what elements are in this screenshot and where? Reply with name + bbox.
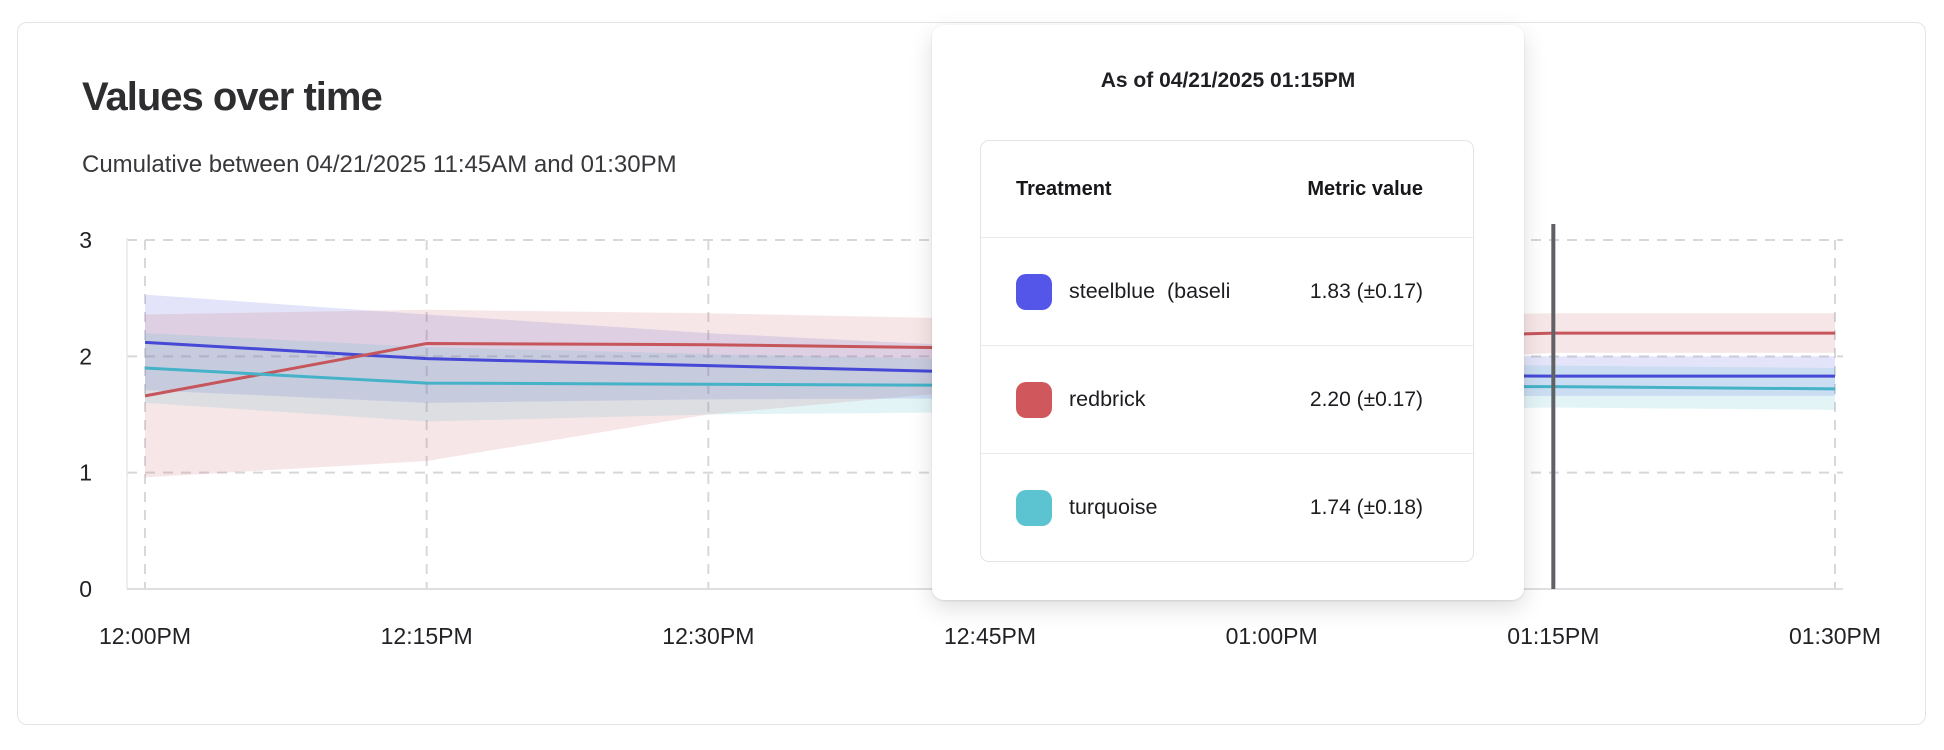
tooltip-row: turquoise 1.74 (±0.18): [981, 453, 1473, 561]
tooltip-table: Treatment Metric value steelblue (baseli…: [980, 140, 1474, 562]
y-tick-label: 1: [79, 460, 92, 486]
tooltip-row: redbrick 2.20 (±0.17): [981, 345, 1473, 453]
column-header-treatment: Treatment: [1016, 177, 1112, 200]
x-tick-label: 01:00PM: [1226, 623, 1318, 649]
metric-value: 2.20 (±0.17): [1309, 387, 1423, 411]
tooltip-row: steelblue (baseli 1.83 (±0.17): [981, 237, 1473, 345]
page-subtitle: Cumulative between 04/21/2025 11:45AM an…: [82, 151, 677, 178]
y-tick-label: 3: [79, 227, 92, 253]
treatment-label: steelblue (baseli: [1069, 279, 1231, 303]
x-tick-label: 12:45PM: [944, 623, 1036, 649]
series-color-swatch: [1016, 273, 1052, 310]
series-color-swatch: [1016, 489, 1052, 526]
x-tick-label: 12:30PM: [662, 623, 754, 649]
metric-value: 1.83 (±0.17): [1309, 279, 1423, 303]
y-tick-label: 2: [79, 343, 92, 369]
x-tick-label: 12:15PM: [381, 623, 473, 649]
y-tick-label: 0: [79, 576, 92, 602]
series-color-swatch: [1016, 381, 1052, 418]
page-title: Values over time: [82, 75, 383, 119]
x-tick-label: 12:00PM: [99, 623, 191, 649]
treatment-label: redbrick: [1069, 387, 1146, 411]
treatment-label: turquoise: [1069, 495, 1158, 519]
x-tick-label: 01:30PM: [1789, 623, 1881, 649]
hover-tooltip: As of 04/21/2025 01:15PM Treatment Metri…: [932, 25, 1524, 600]
x-tick-label: 01:15PM: [1507, 623, 1599, 649]
metric-value: 1.74 (±0.18): [1309, 495, 1423, 519]
column-header-metric-value: Metric value: [1307, 177, 1423, 200]
tooltip-table-header: Treatment Metric value: [981, 141, 1473, 237]
tooltip-title: As of 04/21/2025 01:15PM: [1100, 69, 1356, 92]
